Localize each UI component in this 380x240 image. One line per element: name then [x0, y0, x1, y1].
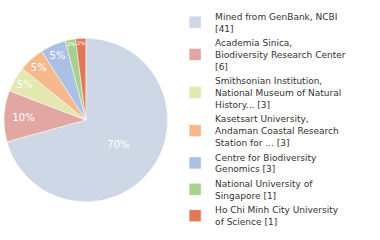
- svg-text:Centre for BiodiversityGenomic: Centre for BiodiversityGenomics [3]: [215, 153, 317, 175]
- svg-text:Academia Sinica,Biodiversity R: Academia Sinica,Biodiversity Research Ce…: [215, 38, 346, 71]
- svg-text:National University ofSingapor: National University ofSingapore [1]: [215, 179, 313, 201]
- svg-text:70%: 70%: [107, 139, 129, 150]
- svg-text:Ho Chi Minh City Universityof: Ho Chi Minh City Universityof Science [1…: [215, 205, 339, 227]
- svg-text:Smithsonian Institution,Nation: Smithsonian Institution,National Museum …: [215, 76, 341, 109]
- svg-text:10%: 10%: [12, 112, 34, 123]
- svg-text:2%: 2%: [67, 41, 75, 47]
- svg-text:2%: 2%: [77, 40, 85, 46]
- svg-text:Kasetsart University,Andaman C: Kasetsart University,Andaman Coastal Res…: [215, 114, 339, 147]
- svg-text:5%: 5%: [50, 50, 66, 61]
- svg-text:5%: 5%: [17, 79, 33, 90]
- svg-text:Mined from GenBank, NCBI[41]: Mined from GenBank, NCBI[41]: [215, 12, 337, 34]
- svg-text:5%: 5%: [31, 62, 47, 73]
